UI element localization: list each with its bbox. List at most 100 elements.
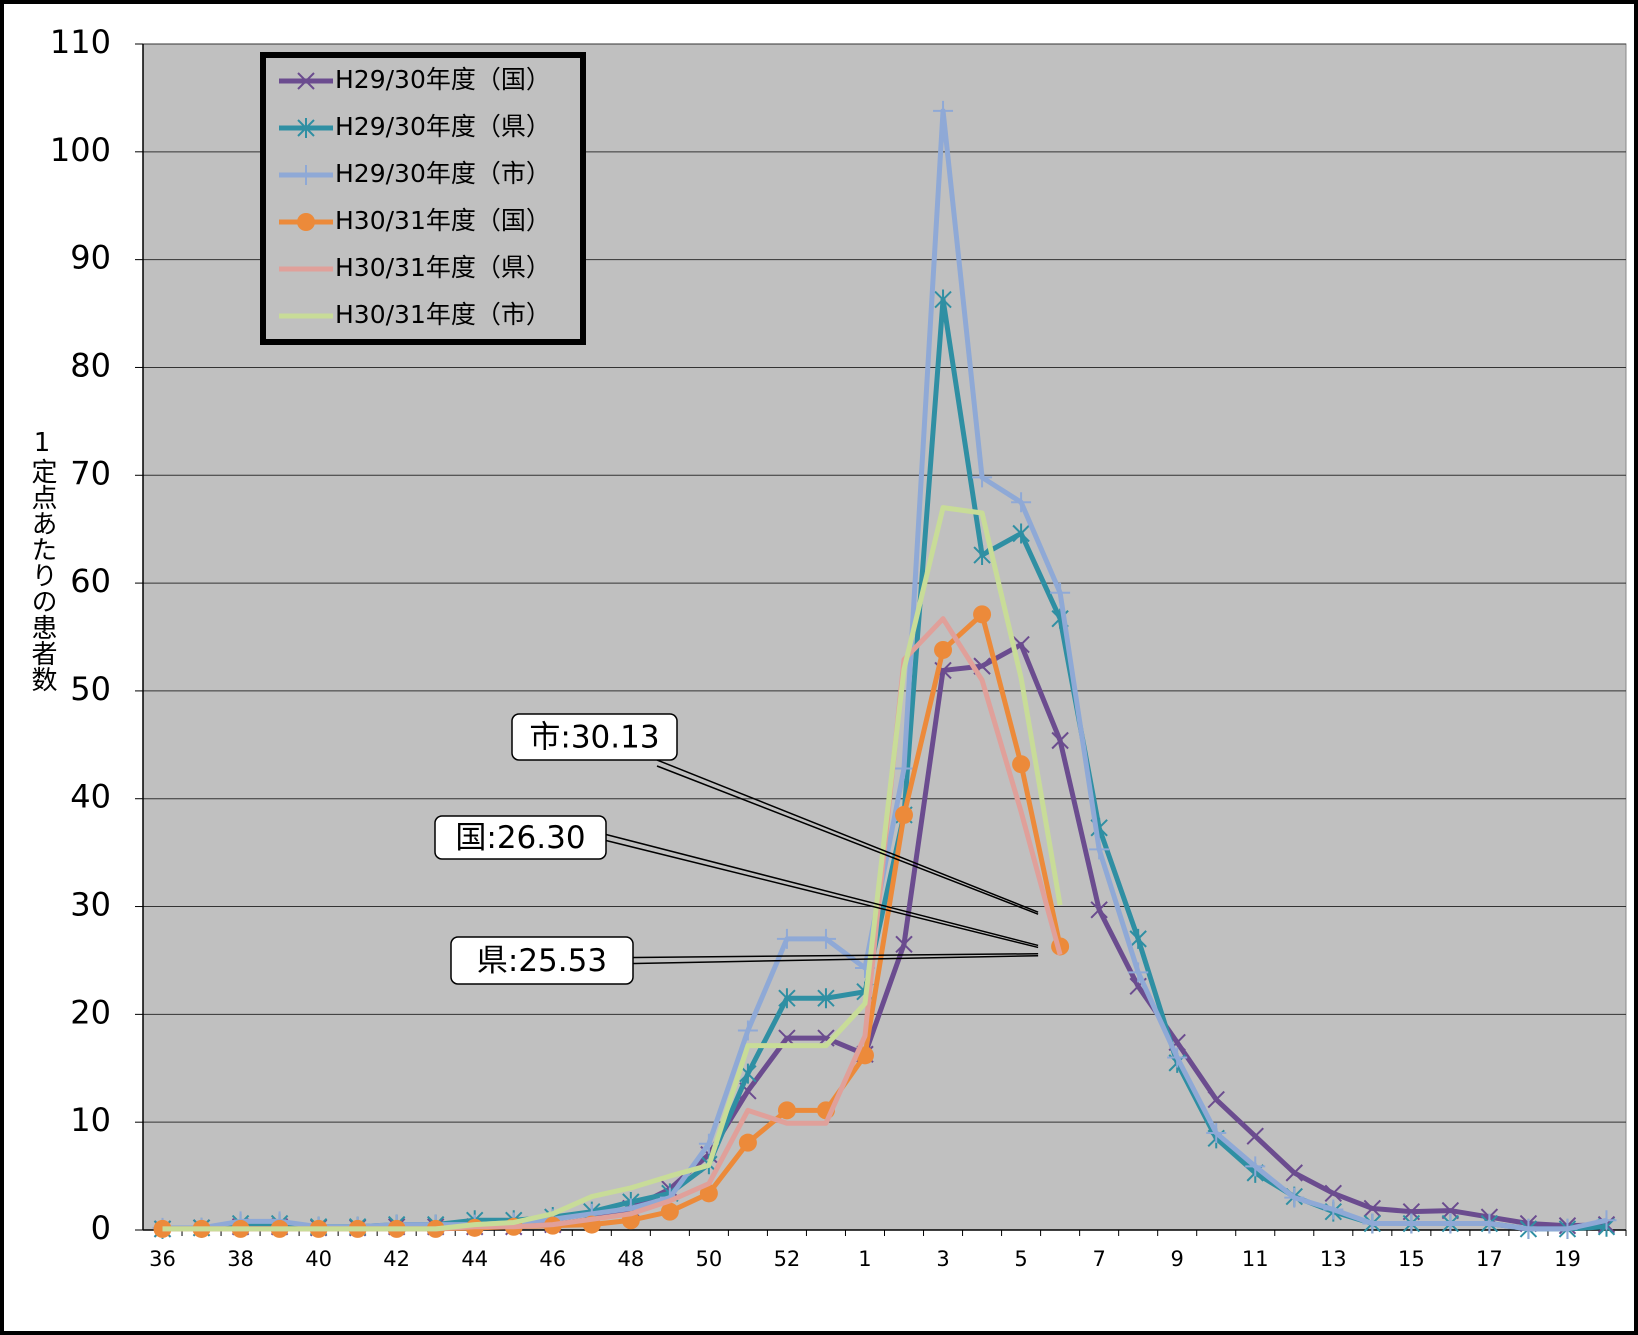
x-tick-label: 44 bbox=[461, 1247, 488, 1271]
callout-line bbox=[605, 833, 1039, 947]
x-tick-label: 52 bbox=[774, 1247, 801, 1271]
x-tick-label: 5 bbox=[1014, 1247, 1027, 1271]
callout-line bbox=[632, 952, 1039, 959]
y-tick-label: 40 bbox=[70, 778, 111, 816]
callout-line bbox=[605, 839, 1039, 949]
point bbox=[895, 805, 914, 824]
callout-box bbox=[450, 936, 634, 985]
point bbox=[660, 1202, 679, 1221]
x-tick-label: 48 bbox=[617, 1247, 644, 1271]
point bbox=[1129, 928, 1147, 949]
y-tick-label: 60 bbox=[70, 562, 111, 600]
callout-line bbox=[632, 954, 1039, 965]
callout-line bbox=[656, 765, 1039, 915]
x-tick-label: 38 bbox=[227, 1247, 254, 1271]
point bbox=[973, 605, 992, 624]
point bbox=[1245, 1156, 1266, 1177]
legend: H29/30年度（国） H29/30年度（県） H29/30年度（市） H30/31年… bbox=[260, 52, 586, 345]
y-tick-label: 30 bbox=[70, 886, 111, 924]
series-line bbox=[162, 505, 1063, 1232]
legend-label: H30/31年度（市） bbox=[335, 300, 551, 329]
legend-label: H29/30年度（県） bbox=[335, 112, 551, 141]
legend-marker bbox=[297, 72, 315, 90]
point bbox=[1401, 1213, 1422, 1234]
point bbox=[934, 289, 952, 310]
legend-label: H30/31年度（国） bbox=[335, 206, 551, 235]
point bbox=[972, 467, 993, 488]
callout-line bbox=[656, 759, 1039, 913]
point bbox=[1518, 1218, 1539, 1239]
x-tick-label: 50 bbox=[696, 1247, 723, 1271]
point bbox=[1206, 1122, 1227, 1143]
point bbox=[1363, 1199, 1382, 1218]
point bbox=[1012, 523, 1030, 544]
legend-label: H29/30年度（国） bbox=[335, 65, 551, 94]
point bbox=[1440, 1213, 1461, 1234]
x-tick-label: 15 bbox=[1398, 1247, 1425, 1271]
point bbox=[1011, 492, 1032, 513]
point bbox=[737, 1020, 758, 1041]
legend-box bbox=[260, 52, 586, 345]
x-tick-label: 13 bbox=[1320, 1247, 1347, 1271]
point bbox=[934, 640, 953, 659]
callout-box bbox=[511, 713, 678, 761]
x-tick-label: 36 bbox=[149, 1247, 176, 1271]
point bbox=[1246, 1127, 1264, 1145]
point bbox=[1089, 839, 1110, 860]
point bbox=[895, 935, 913, 953]
x-tick-label: 17 bbox=[1476, 1247, 1503, 1271]
point bbox=[1479, 1213, 1500, 1234]
y-tick-label: 10 bbox=[70, 1101, 111, 1139]
x-tick-label: 1 bbox=[858, 1247, 871, 1271]
legend-label: H29/30年度（市） bbox=[335, 159, 551, 188]
point bbox=[1207, 1090, 1225, 1109]
point bbox=[778, 988, 796, 1009]
y-tick-label: 110 bbox=[50, 23, 111, 61]
x-tick-label: 3 bbox=[936, 1247, 949, 1271]
legend-marker bbox=[297, 118, 315, 138]
x-tick-label: 7 bbox=[1092, 1247, 1105, 1271]
legend-marker bbox=[297, 213, 315, 231]
x-tick-label: 11 bbox=[1242, 1247, 1269, 1271]
y-axis-title: 1定点あたりの患者数 bbox=[27, 428, 57, 692]
point bbox=[1323, 1199, 1344, 1220]
x-tick-label: 42 bbox=[383, 1247, 410, 1271]
y-tick-label: 70 bbox=[70, 454, 111, 492]
point bbox=[1596, 1210, 1617, 1231]
point bbox=[776, 928, 797, 949]
legend-label: H30/31年度（県） bbox=[335, 253, 551, 282]
callout-box bbox=[434, 815, 607, 860]
point bbox=[1362, 1213, 1383, 1234]
point bbox=[1167, 1047, 1188, 1068]
point bbox=[1324, 1184, 1343, 1203]
point bbox=[817, 988, 835, 1009]
point bbox=[738, 1133, 757, 1152]
legend-marker bbox=[296, 165, 316, 185]
point bbox=[1441, 1201, 1460, 1220]
x-tick-label: 19 bbox=[1554, 1247, 1581, 1271]
y-tick-label: 80 bbox=[70, 346, 111, 384]
point bbox=[973, 545, 991, 566]
callout-label: 市:30.13 bbox=[529, 720, 659, 756]
point bbox=[1557, 1218, 1578, 1239]
x-tick-label: 46 bbox=[539, 1247, 566, 1271]
callout-label: 国:26.30 bbox=[455, 820, 585, 856]
point bbox=[777, 1101, 796, 1120]
x-tick-label: 40 bbox=[305, 1247, 332, 1271]
point bbox=[1090, 901, 1108, 919]
x-tick-label: 9 bbox=[1171, 1247, 1184, 1271]
point bbox=[1050, 582, 1071, 603]
y-tick-label: 0 bbox=[91, 1209, 111, 1247]
y-tick-label: 90 bbox=[70, 239, 111, 277]
callout-label: 県:25.53 bbox=[477, 943, 607, 979]
point bbox=[815, 928, 836, 949]
point bbox=[1284, 1187, 1305, 1208]
point bbox=[1012, 755, 1031, 774]
point bbox=[1051, 731, 1069, 750]
point bbox=[1285, 1164, 1303, 1182]
y-tick-label: 50 bbox=[70, 670, 111, 708]
point bbox=[894, 758, 915, 779]
point bbox=[933, 100, 954, 121]
y-tick-label: 100 bbox=[50, 131, 111, 169]
